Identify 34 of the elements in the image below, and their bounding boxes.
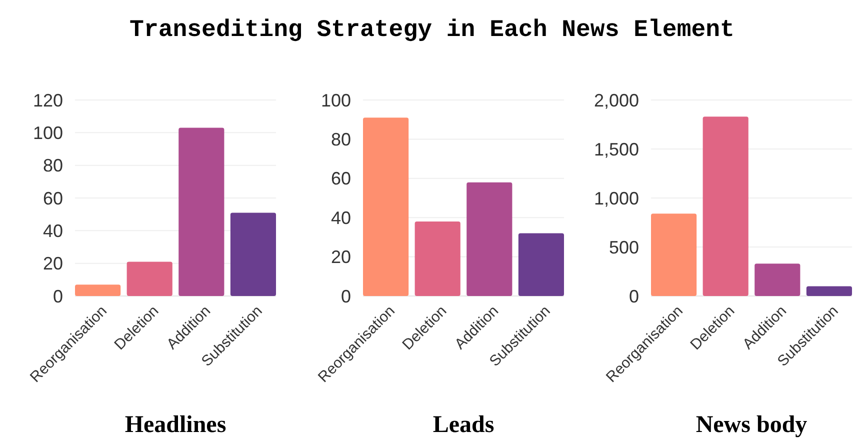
bar (651, 214, 697, 296)
y-tick-label: 1,000 (594, 188, 639, 208)
y-tick-label: 2,000 (594, 90, 639, 110)
y-tick-label: 120 (32, 90, 63, 110)
y-tick-label: 100 (32, 122, 63, 143)
text: Transediting Strategy in Each News Element (130, 17, 734, 44)
bar (178, 128, 224, 296)
bar (363, 118, 409, 296)
bar (75, 284, 121, 296)
bar (806, 286, 852, 296)
y-tick-label: 80 (330, 130, 351, 150)
bar (518, 233, 564, 296)
y-tick-label: 60 (330, 168, 351, 189)
y-tick-label: 100 (320, 90, 351, 110)
y-tick-label: 60 (42, 188, 63, 208)
y-tick-label: 0 (628, 286, 639, 306)
x-axis-title: News body (696, 412, 808, 438)
bar (754, 264, 800, 296)
bar (126, 262, 172, 296)
y-tick-label: 0 (52, 286, 63, 306)
bar (466, 182, 512, 296)
y-tick-label: 20 (330, 247, 351, 268)
bar (414, 222, 460, 296)
x-axis-title: Headlines (124, 412, 226, 438)
y-tick-label: 20 (42, 254, 63, 274)
y-tick-label: 500 (608, 237, 639, 258)
y-tick-label: 0 (340, 286, 351, 306)
y-tick-label: 80 (42, 156, 63, 176)
y-tick-label: 1,500 (594, 139, 639, 160)
y-tick-label: 40 (42, 220, 63, 241)
y-tick-label: 40 (330, 208, 351, 228)
x-axis-title: Leads (432, 412, 494, 438)
bar (702, 116, 748, 296)
bar (230, 212, 276, 296)
